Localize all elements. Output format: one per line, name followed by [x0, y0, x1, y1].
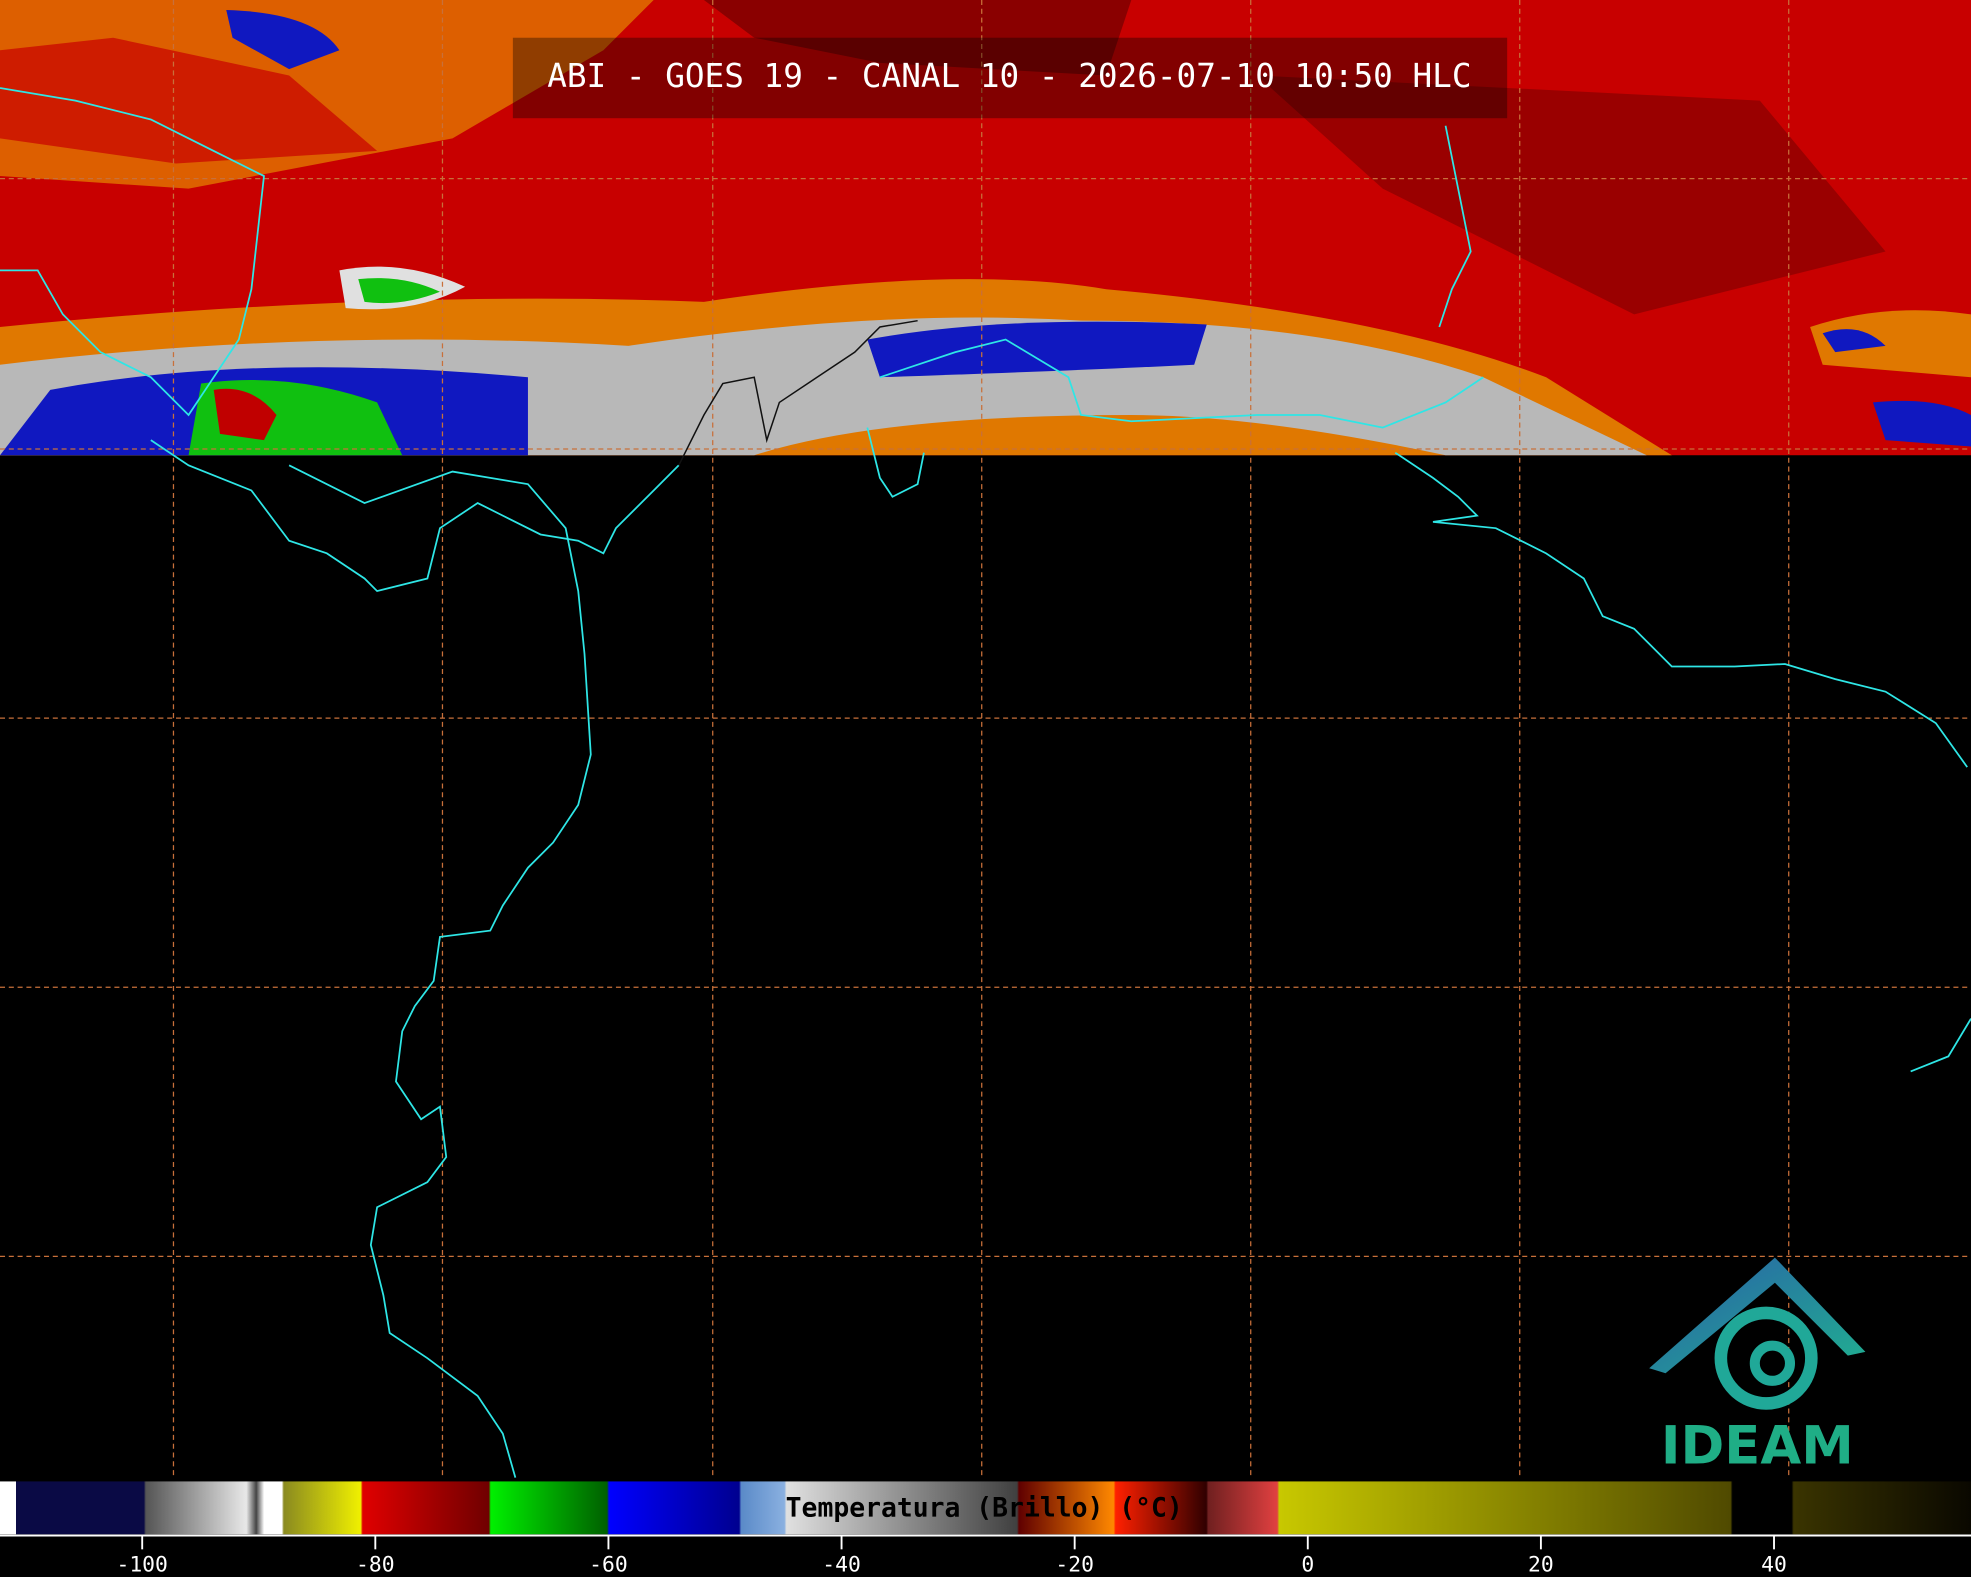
logo-text: IDEAM: [1661, 1415, 1854, 1476]
colorbar-tick-label: -80: [356, 1553, 395, 1577]
colorbar-tick-label: 40: [1761, 1553, 1787, 1577]
logo: IDEAM: [1649, 1257, 1866, 1476]
colorbar-tick-label: 0: [1301, 1553, 1314, 1577]
colorbar: [0, 1481, 1971, 1535]
title: ABI - GOES 19 - CANAL 10 - 2026-07-10 10…: [547, 57, 1471, 95]
colorbar-tick-label: -100: [116, 1553, 167, 1577]
title-box: [512, 37, 1508, 119]
colorbar-tick-label: 20: [1528, 1553, 1554, 1577]
colorbar-label: Temperatura (Brillo) (°C): [786, 1493, 1183, 1524]
colorbar-tick-label: -20: [1055, 1553, 1094, 1577]
coastlines: [0, 87, 1971, 1478]
colorbar-tick-label: -60: [589, 1553, 628, 1577]
colorbar-tick-label: -40: [822, 1553, 861, 1577]
cloud-imagery: [0, 0, 1971, 456]
lat-lon-grid: [0, 0, 1971, 1478]
